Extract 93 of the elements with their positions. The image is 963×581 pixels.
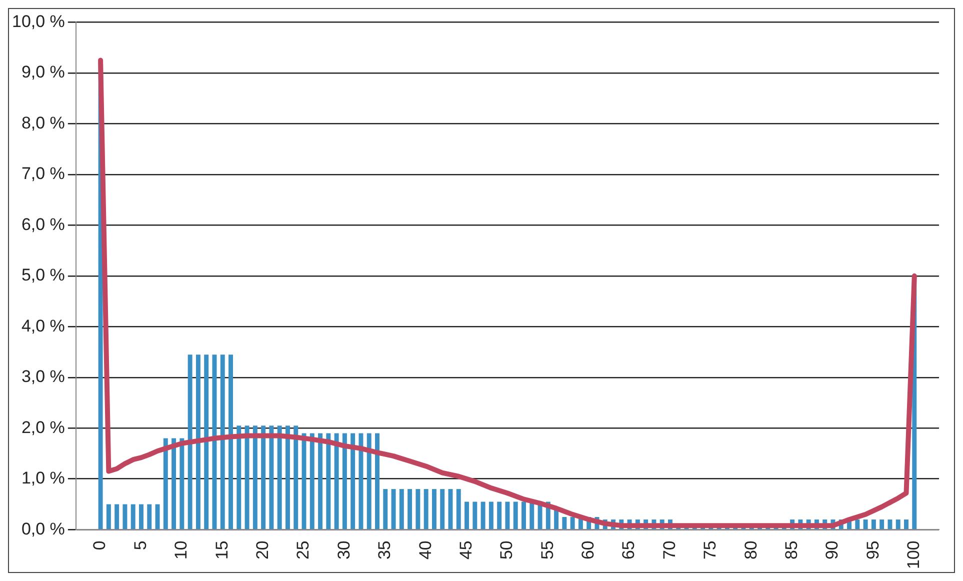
bar xyxy=(464,502,470,529)
bar xyxy=(342,433,347,529)
bar xyxy=(310,433,314,529)
y-tick-label: 5,0 % xyxy=(21,266,65,285)
x-tick-label: 50 xyxy=(497,540,516,560)
bar xyxy=(326,433,331,529)
x-tick-label: 20 xyxy=(253,540,272,560)
x-tick-label: 85 xyxy=(782,540,801,560)
bar xyxy=(456,489,461,529)
bar xyxy=(139,504,144,529)
bar xyxy=(448,489,453,529)
bar xyxy=(530,502,534,529)
bar xyxy=(522,502,526,529)
bar xyxy=(285,426,290,529)
bar xyxy=(130,504,136,529)
y-tick-label: 10,0 % xyxy=(12,12,65,31)
bar xyxy=(114,504,120,529)
bar xyxy=(172,438,176,529)
y-tick-label: 0,0 % xyxy=(21,519,65,538)
bar xyxy=(855,519,860,529)
bar xyxy=(122,504,128,529)
bar xyxy=(236,426,242,529)
x-tick-label: 30 xyxy=(334,540,354,560)
x-tick-label: 70 xyxy=(660,540,679,560)
bar xyxy=(204,354,209,529)
bar xyxy=(408,489,412,529)
bar xyxy=(497,502,502,529)
bar xyxy=(570,516,575,529)
x-tick-label: 80 xyxy=(741,540,760,560)
bar xyxy=(480,502,486,529)
bar xyxy=(375,433,380,529)
bar xyxy=(196,354,200,529)
bar xyxy=(880,519,884,529)
x-tick-label: 45 xyxy=(456,540,476,560)
bar xyxy=(904,519,908,529)
bar xyxy=(358,433,364,529)
bar xyxy=(896,519,900,529)
bar xyxy=(318,433,323,529)
x-tick-label: 60 xyxy=(578,540,598,560)
y-tick-label: 3,0 % xyxy=(21,367,65,386)
bar xyxy=(350,433,356,529)
bar xyxy=(212,354,217,529)
bar xyxy=(488,502,494,529)
bar xyxy=(424,489,428,529)
bar xyxy=(871,519,876,529)
x-tick-label: 5 xyxy=(130,540,150,550)
bar xyxy=(147,504,152,529)
bar xyxy=(180,438,184,529)
x-tick-label: 0 xyxy=(90,540,110,550)
bar xyxy=(163,438,168,529)
bar xyxy=(440,489,445,529)
bar xyxy=(106,504,111,529)
y-tick-label: 1,0 % xyxy=(21,468,65,488)
bar xyxy=(228,354,233,529)
bar xyxy=(188,354,192,529)
bar xyxy=(399,489,404,529)
x-tick-label: 95 xyxy=(863,540,882,560)
y-tick-label: 8,0 % xyxy=(21,113,65,132)
bar xyxy=(505,502,510,529)
bar xyxy=(888,519,892,529)
bar xyxy=(562,516,567,529)
x-tick-label: 15 xyxy=(212,540,232,560)
bar xyxy=(244,426,250,529)
y-tick-label: 4,0 % xyxy=(21,316,65,336)
bar xyxy=(366,433,372,529)
bar xyxy=(334,433,339,529)
bar xyxy=(416,489,420,529)
x-tick-label: 40 xyxy=(416,540,435,560)
bar xyxy=(220,354,225,529)
x-tick-label: 35 xyxy=(375,540,394,560)
y-tick-label: 9,0 % xyxy=(21,62,65,82)
x-tick-label: 25 xyxy=(294,540,313,560)
bar xyxy=(155,504,160,529)
y-tick-label: 7,0 % xyxy=(21,164,65,184)
bar xyxy=(252,426,258,529)
bar xyxy=(277,426,282,529)
y-tick-label: 2,0 % xyxy=(21,418,65,437)
x-tick-label: 75 xyxy=(700,540,720,560)
y-tick-label: 6,0 % xyxy=(21,214,65,234)
x-tick-label: 55 xyxy=(538,540,557,560)
bar xyxy=(513,502,518,529)
bar xyxy=(294,426,298,529)
x-tick-label: 10 xyxy=(172,540,191,560)
bar xyxy=(391,489,396,529)
x-tick-label: 90 xyxy=(822,540,842,560)
bar xyxy=(383,489,388,529)
x-tick-label: 65 xyxy=(619,540,638,560)
bar xyxy=(269,426,274,529)
bar xyxy=(261,426,266,529)
bar xyxy=(472,502,478,529)
x-tick-label: 100 xyxy=(904,540,924,570)
bar xyxy=(863,519,868,529)
bar xyxy=(432,489,436,529)
